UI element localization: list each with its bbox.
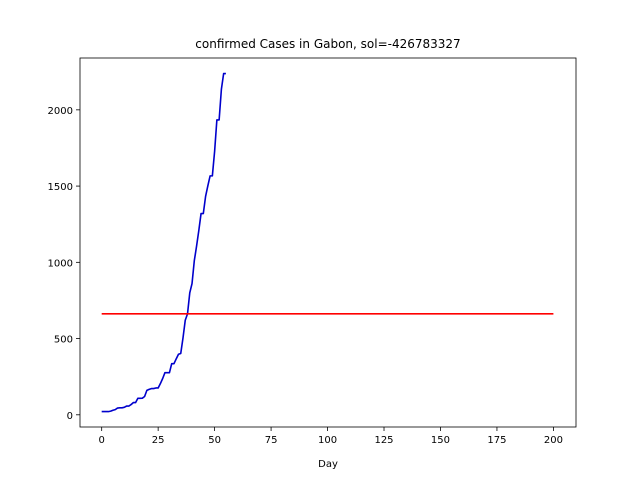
x-tick-label: 50: [208, 435, 221, 446]
y-tick-label: 0: [67, 411, 73, 422]
x-tick-label: 0: [98, 435, 104, 446]
y-tick-label: 1000: [48, 258, 73, 269]
x-tick-label: 150: [431, 435, 450, 446]
series-line-0: [101, 72, 226, 413]
x-tick-label: 75: [265, 435, 278, 446]
y-tick-label: 500: [54, 335, 73, 346]
chart-title: confirmed Cases in Gabon, sol=-426783327: [195, 37, 460, 51]
y-tick-label: 2000: [48, 106, 73, 117]
x-axis-label: Day: [318, 459, 338, 470]
x-tick-label: 100: [318, 435, 337, 446]
x-tick-label: 200: [544, 435, 563, 446]
y-tick-label: 1500: [48, 182, 73, 193]
plot-frame: [79, 57, 577, 428]
x-tick-label: 25: [152, 435, 165, 446]
x-tick-label: 125: [374, 435, 393, 446]
x-tick-label: 175: [487, 435, 506, 446]
